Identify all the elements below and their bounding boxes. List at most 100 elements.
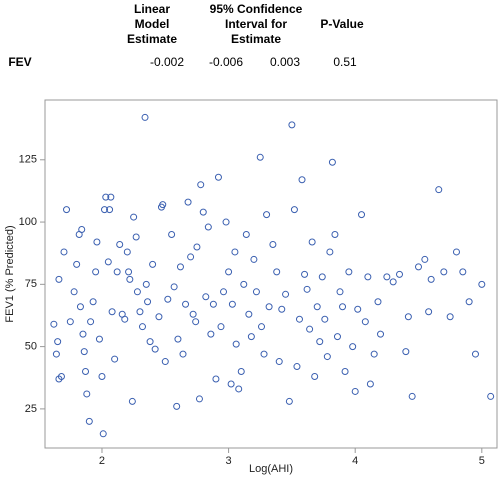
point <box>247 333 255 341</box>
point <box>55 275 63 283</box>
point <box>220 288 228 296</box>
point <box>263 211 271 219</box>
point <box>151 345 159 353</box>
point <box>113 268 121 276</box>
x-tick-label: 5 <box>479 455 485 467</box>
point <box>159 201 167 209</box>
point <box>364 273 372 281</box>
point <box>301 270 309 278</box>
point <box>60 248 68 256</box>
point <box>179 350 187 358</box>
point <box>170 283 178 291</box>
point <box>174 335 182 343</box>
point <box>278 305 286 313</box>
point <box>98 373 106 381</box>
point <box>326 248 334 256</box>
point <box>197 181 205 189</box>
x-tick-label: 2 <box>99 455 105 467</box>
point <box>313 303 321 311</box>
point <box>303 285 311 293</box>
point <box>361 318 369 326</box>
point <box>195 395 203 403</box>
point <box>95 335 103 343</box>
point <box>459 268 467 276</box>
y-tick-label: 50 <box>25 341 37 353</box>
point <box>440 268 448 276</box>
point <box>204 223 212 231</box>
point <box>99 430 107 438</box>
point <box>87 318 95 326</box>
point <box>123 248 131 256</box>
point <box>333 333 341 341</box>
point <box>57 373 65 381</box>
header-cell: P-Value <box>320 17 364 31</box>
point <box>132 233 140 241</box>
x-tick-label: 4 <box>352 455 358 467</box>
point <box>149 260 157 268</box>
point <box>402 348 410 356</box>
point <box>370 350 378 358</box>
point <box>421 255 429 263</box>
point <box>232 340 240 348</box>
point <box>89 298 97 306</box>
point <box>285 397 293 405</box>
point <box>290 206 298 214</box>
point <box>146 338 154 346</box>
point <box>63 206 71 214</box>
point <box>349 343 357 351</box>
x-tick-label: 3 <box>226 455 232 467</box>
point <box>207 330 215 338</box>
point <box>73 260 81 268</box>
point <box>328 158 336 166</box>
point <box>102 193 110 201</box>
point <box>293 363 301 371</box>
point <box>408 392 416 400</box>
point <box>465 298 473 306</box>
point <box>155 313 163 321</box>
table-value: -0.006 <box>208 55 244 69</box>
point <box>50 320 58 328</box>
point <box>126 275 134 283</box>
point <box>116 240 124 248</box>
header-cell: 95% Confidence Interval for Estimate <box>209 2 303 46</box>
plot-frame <box>44 99 498 449</box>
point <box>295 315 303 323</box>
point <box>471 350 479 358</box>
point <box>121 315 129 323</box>
point <box>288 121 296 129</box>
point <box>374 298 382 306</box>
point <box>452 248 460 256</box>
point <box>202 293 210 301</box>
point <box>345 268 353 276</box>
point <box>260 350 268 358</box>
point <box>176 263 184 271</box>
point <box>173 402 181 410</box>
point <box>240 280 248 288</box>
point <box>427 275 435 283</box>
point <box>212 375 220 383</box>
point <box>184 198 192 206</box>
row-label: FEV <box>8 55 32 69</box>
point <box>339 303 347 311</box>
point <box>104 258 112 266</box>
point <box>54 338 62 346</box>
point <box>228 300 236 308</box>
point <box>111 355 119 363</box>
point <box>265 303 273 311</box>
point <box>306 325 314 333</box>
y-axis-label: FEV1 (% Predicted) <box>4 225 16 322</box>
point <box>128 397 136 405</box>
point <box>144 298 152 306</box>
point <box>168 231 176 239</box>
point <box>182 300 190 308</box>
point <box>245 310 253 318</box>
header-cell: Linear Model Estimate <box>126 2 178 46</box>
point <box>52 350 60 358</box>
point <box>76 303 84 311</box>
point <box>331 231 339 239</box>
point <box>425 308 433 316</box>
point <box>446 313 454 321</box>
point <box>164 295 172 303</box>
point <box>78 226 86 234</box>
